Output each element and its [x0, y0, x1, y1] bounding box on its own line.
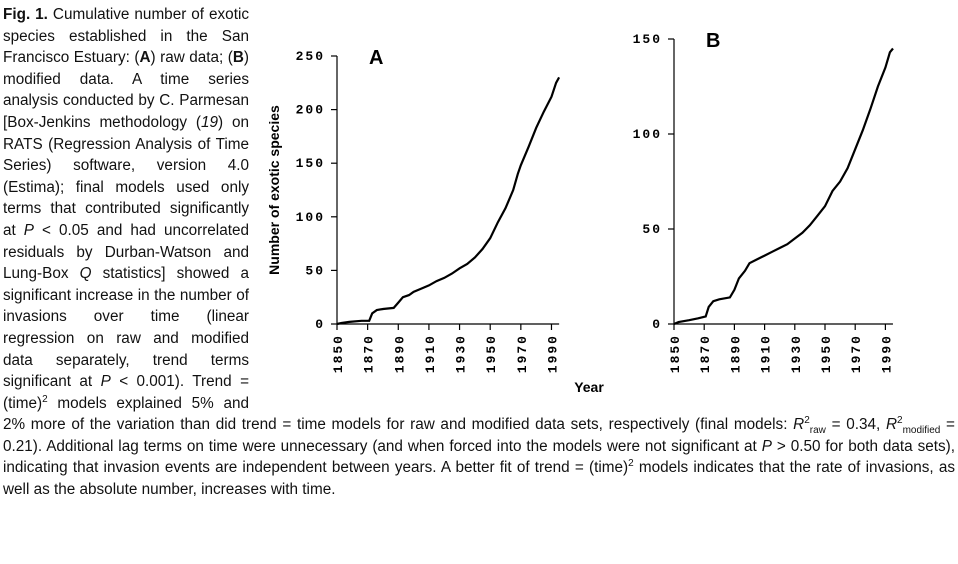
- x-tick-label: 1990: [545, 334, 560, 373]
- caption-run: ) on RATS (Regression Analysis of Time S…: [3, 113, 249, 239]
- x-tick-label: 1890: [392, 334, 407, 373]
- x-tick-label: 1970: [849, 334, 864, 373]
- x-tick-label: 1890: [728, 334, 743, 373]
- caption-run: modified: [902, 425, 941, 437]
- x-tick-label: 1870: [698, 334, 713, 373]
- caption-run: Fig. 1.: [3, 6, 48, 23]
- caption-run: R: [885, 416, 897, 434]
- caption-run: 2: [628, 458, 634, 470]
- caption-run: A: [139, 49, 151, 67]
- caption-run: Cumulative number of exotic species esta…: [3, 6, 249, 67]
- caption-run: 2: [804, 415, 810, 427]
- caption-run: P: [761, 437, 772, 455]
- x-tick-label: 1850: [331, 334, 346, 373]
- x-tick-label: 1930: [454, 334, 469, 373]
- caption-run: B: [232, 49, 244, 67]
- y-tick-label: 100: [296, 210, 325, 225]
- caption-run: models explained 5% and 2% more of the v…: [3, 394, 794, 434]
- caption-run: < 0.05 and had uncorrelated residuals by…: [3, 221, 249, 283]
- caption-run: > 0.50 for both data sets), indicating t…: [3, 437, 955, 477]
- x-tick-label: 1870: [362, 334, 377, 373]
- x-tick-label: 1970: [515, 334, 530, 373]
- y-tick-label: 200: [296, 103, 325, 118]
- data-line: [336, 76, 561, 326]
- x-tick-label: 1950: [484, 334, 499, 373]
- caption-run: ) raw data; (: [150, 49, 233, 67]
- caption-run: < 0.001). Trend = (time): [3, 373, 250, 412]
- caption-run: ) modified data. A time series analysis …: [3, 49, 249, 131]
- caption-run: P: [23, 221, 34, 239]
- charts: 0 50 100 150 200 250 1850 1870 1890 1910 1930 1950 1…: [266, 30, 894, 395]
- caption-run: R: [793, 416, 805, 434]
- caption-run: = 0.34,: [825, 416, 886, 434]
- x-tick-label: 1990: [879, 334, 894, 373]
- x-axis-label: Year: [574, 379, 604, 395]
- panel-label: B: [706, 30, 720, 52]
- caption: Fig. 1. Cumulative number of exotic spec…: [3, 4, 955, 501]
- caption-run: = 0.21). Additional lag terms on time we…: [3, 416, 955, 455]
- y-axis-label: Number of exotic species: [266, 105, 282, 275]
- y-tick-label: 250: [296, 49, 325, 64]
- x-tick-label: 1950: [819, 334, 834, 373]
- figure-block: 0 50 100 150 200 250 1850 1870 1890 1910 1930 1950 1…: [3, 4, 955, 501]
- x-tick-label: 1910: [759, 334, 774, 373]
- caption-run: 2: [42, 393, 48, 405]
- y-tick-label: 0: [652, 317, 662, 332]
- x-tick-label: 1930: [789, 334, 804, 373]
- caption-run: statistics] showed a significant increas…: [3, 265, 249, 391]
- caption-run: P: [100, 373, 111, 391]
- caption-run: 19: [201, 113, 219, 131]
- caption-run: Q: [79, 265, 92, 283]
- caption-run: 2: [897, 415, 903, 427]
- y-tick-label: 150: [296, 156, 325, 171]
- y-tick-label: 100: [633, 127, 662, 142]
- data-line: [673, 47, 894, 326]
- y-tick-label: 50: [305, 263, 325, 278]
- y-tick-label: 50: [642, 222, 662, 237]
- panel-label: A: [369, 47, 383, 69]
- caption-run: models indicates that the rate of invasi…: [3, 459, 955, 499]
- x-tick-label: 1910: [423, 334, 438, 373]
- figure: 0 50 100 150 200 250 1850 1870 1890 1910 1930 1950 1…: [255, 4, 955, 396]
- x-tick-label: 1850: [668, 334, 683, 373]
- caption-run: raw: [809, 425, 826, 437]
- y-tick-label: 150: [633, 32, 662, 47]
- y-tick-label: 0: [315, 317, 325, 332]
